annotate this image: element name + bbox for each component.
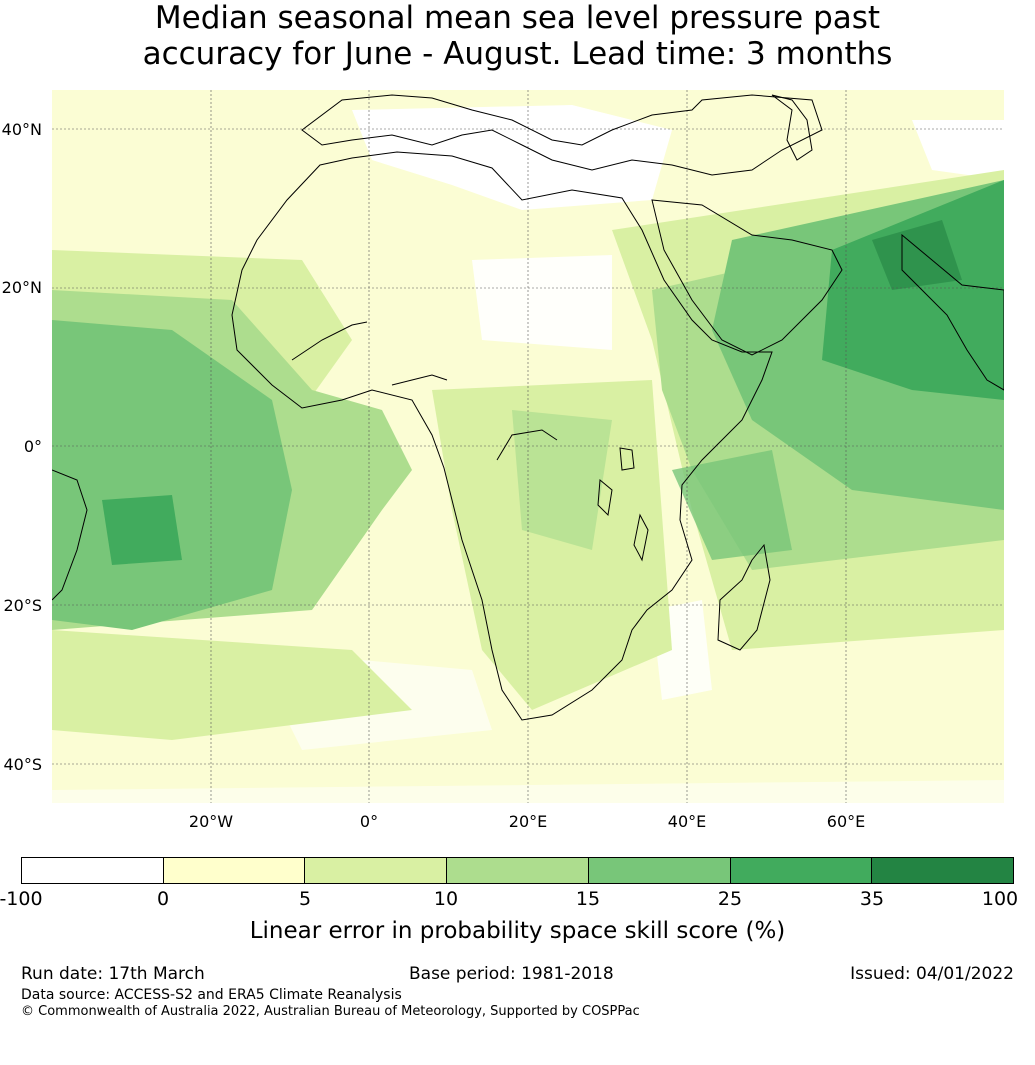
lat-label-0: 0° [23, 437, 42, 456]
lon-label-20e: 20°E [508, 812, 548, 831]
colorbar-segment-4 [447, 858, 589, 883]
colorbar-tick: 25 [717, 888, 743, 910]
colorbar-tick: 100 [981, 888, 1019, 910]
lat-label-40n: 40°N [1, 120, 42, 139]
lon-label-60e: 60°E [826, 812, 866, 831]
colorbar-tick: 5 [298, 888, 312, 910]
colorbar-tick: 35 [859, 888, 885, 910]
skill-shading [52, 90, 1004, 803]
coastlines [52, 94, 1004, 721]
run-date: Run date: 17th March [21, 964, 205, 984]
chart-title-line-1: Median seasonal mean sea level pressure … [154, 0, 881, 36]
colorbar-segment-1 [22, 858, 164, 883]
colorbar-tick: -100 [0, 888, 43, 910]
colorbar-label: Linear error in probability space skill … [249, 918, 786, 944]
map-canvas [52, 90, 1004, 803]
colorbar-segment-7 [872, 858, 1014, 883]
chart-title-line-2: accuracy for June - August. Lead time: 3… [142, 36, 893, 72]
lat-label-20n: 20°N [1, 278, 42, 297]
colorbar-segment-2 [163, 858, 306, 883]
lat-label-40s: 40°S [3, 755, 42, 774]
copyright-notice: © Commonwealth of Australia 2022, Austra… [21, 1004, 640, 1019]
lon-label-0: 0° [359, 812, 379, 831]
colorbar-segment-3 [305, 858, 448, 883]
colorbar-segment-6 [730, 858, 873, 883]
lon-label-20w: 20°W [188, 812, 234, 831]
base-period: Base period: 1981-2018 [409, 964, 614, 984]
issued-date: Issued: 04/01/2022 [850, 964, 1014, 984]
colorbar-segment-5 [588, 858, 731, 883]
colorbar-tick: 10 [433, 888, 459, 910]
colorbar-tick: 0 [156, 888, 170, 910]
data-source: Data source: ACCESS-S2 and ERA5 Climate … [21, 987, 402, 1003]
skill-score-map [52, 90, 1004, 803]
colorbar-tick: 15 [575, 888, 601, 910]
lon-label-40e: 40°E [667, 812, 707, 831]
map-gridlines [52, 90, 1004, 803]
colorbar [21, 857, 1014, 884]
lat-label-20s: 20°S [3, 596, 42, 615]
